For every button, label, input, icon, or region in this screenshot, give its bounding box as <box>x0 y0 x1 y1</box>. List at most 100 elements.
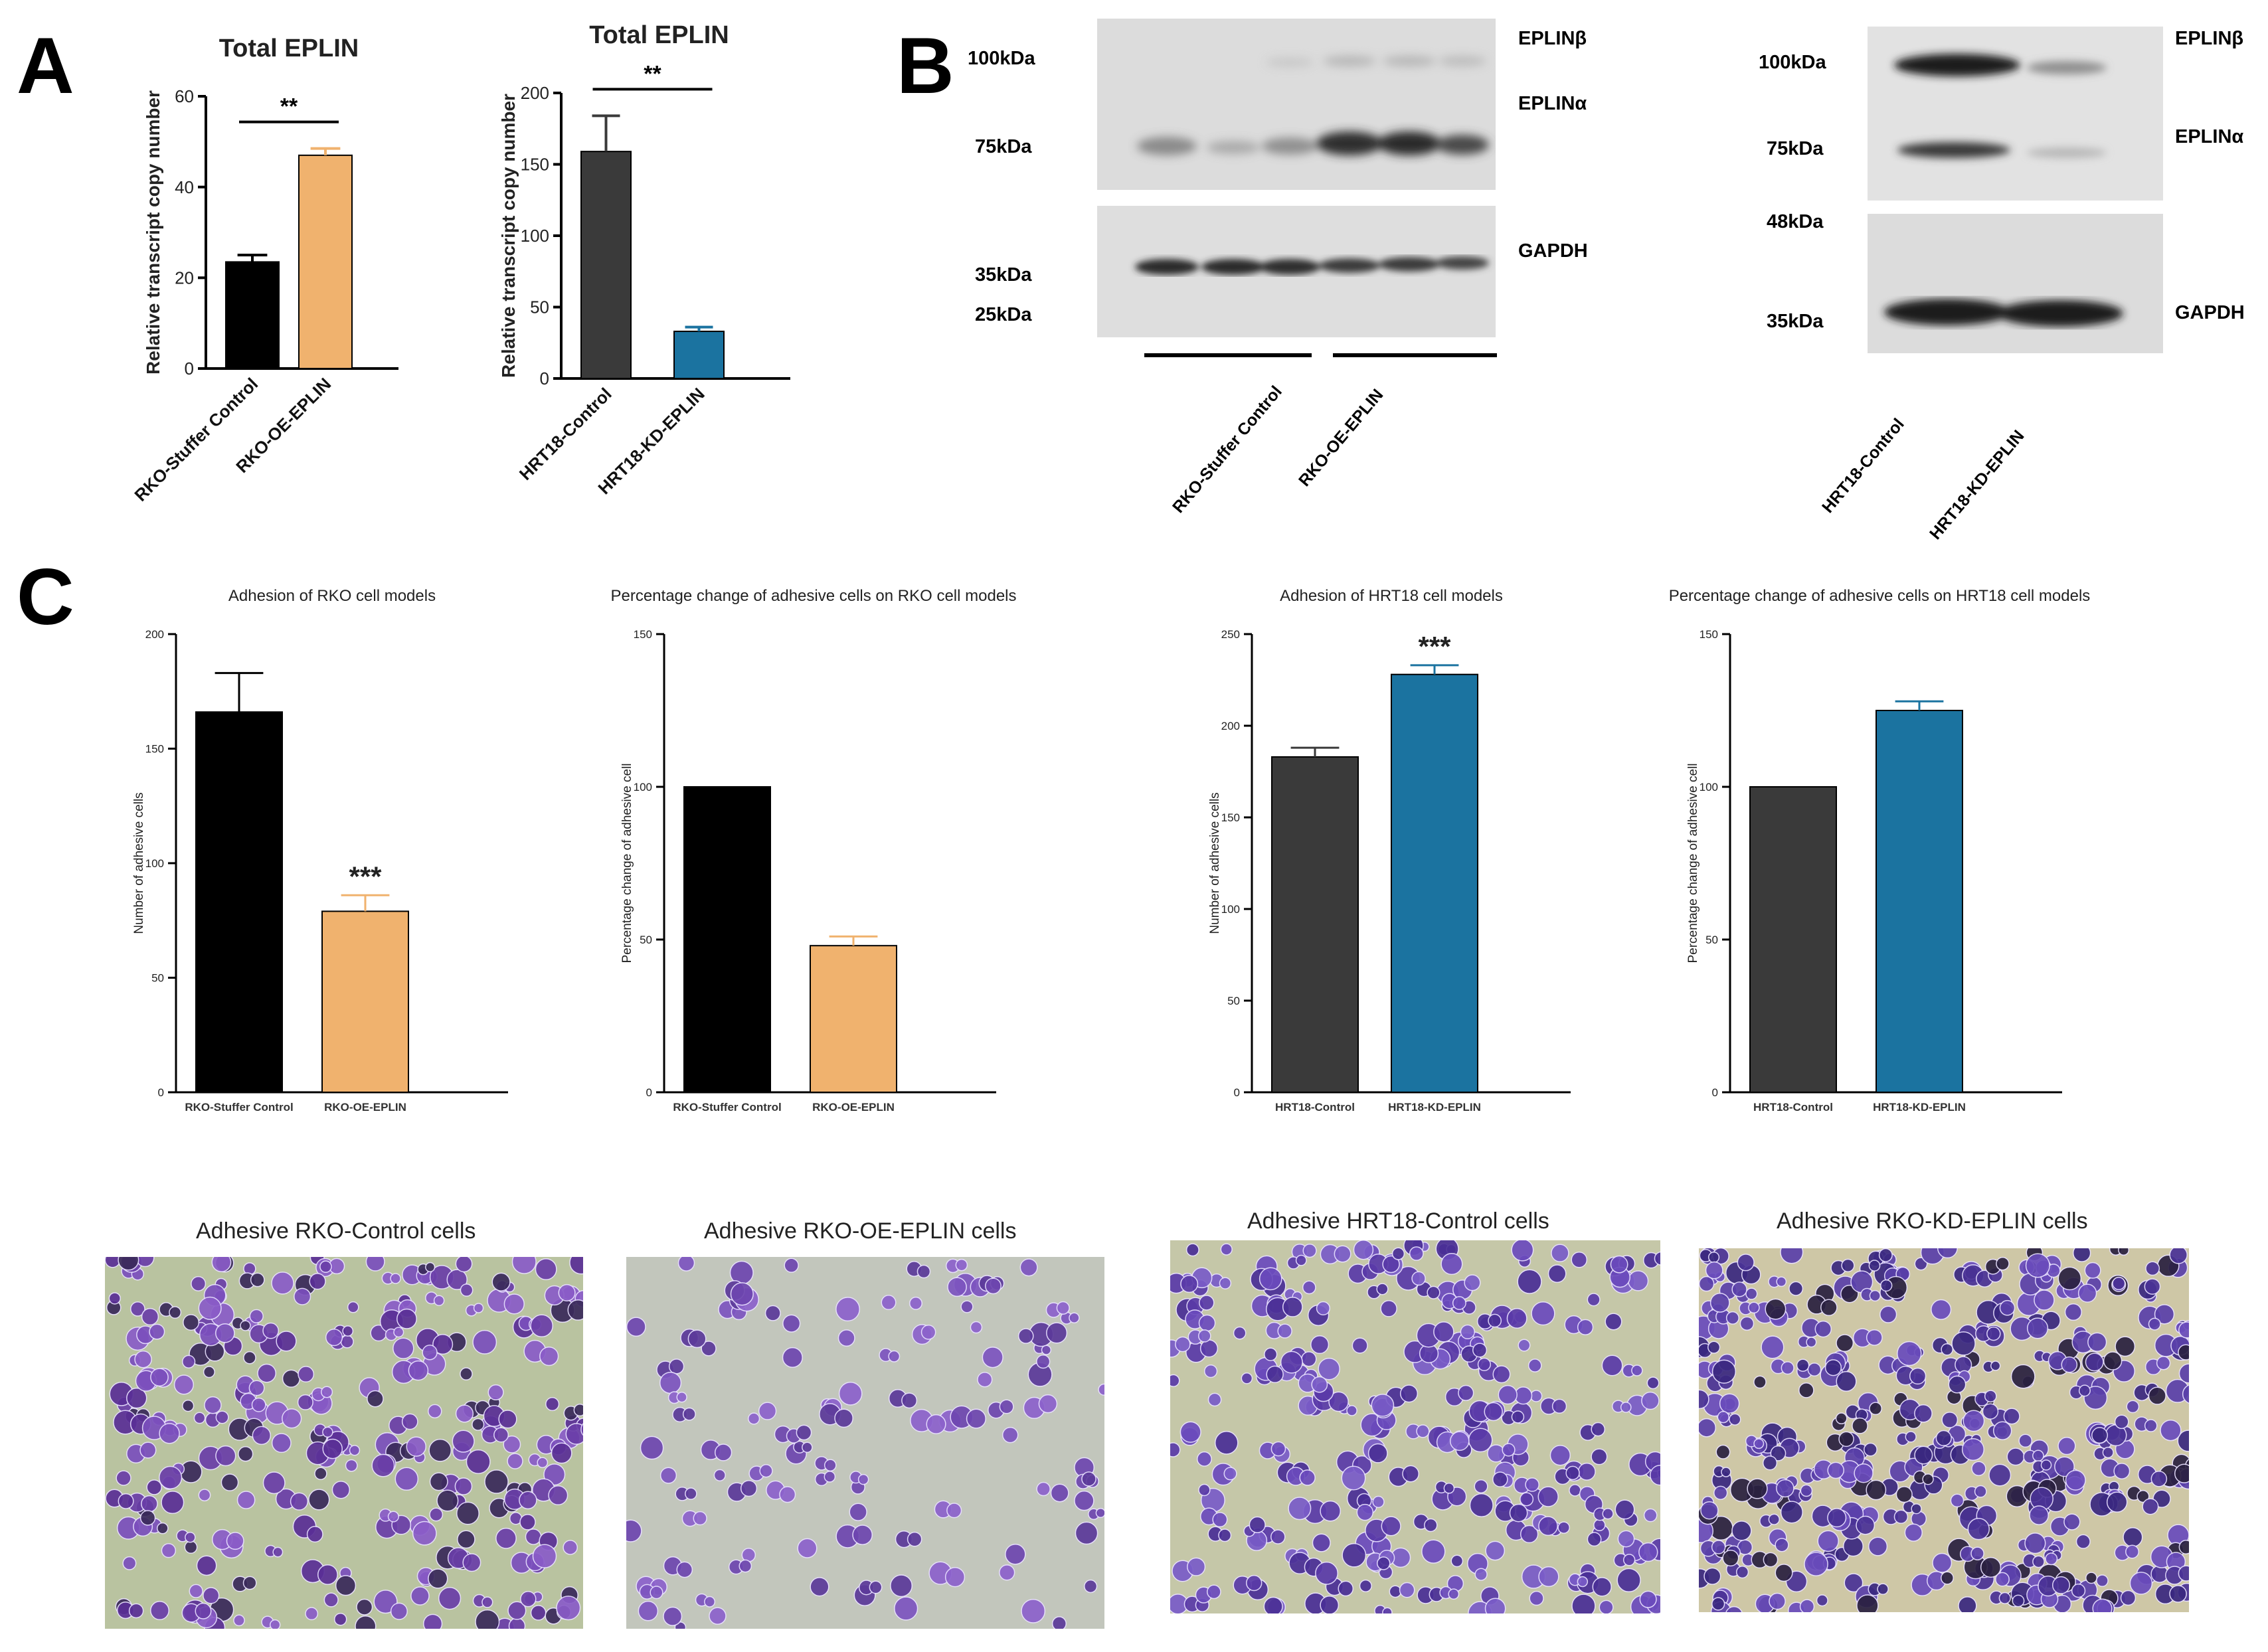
cell <box>1905 1431 1917 1443</box>
wb-rko-band-gapdh: GAPDH <box>1518 240 1588 262</box>
cell <box>730 1282 754 1306</box>
cell <box>835 1297 861 1322</box>
cell <box>1841 1258 1855 1273</box>
cell <box>322 1438 343 1459</box>
cell <box>1464 1274 1481 1291</box>
cell <box>1798 1382 1814 1398</box>
cell <box>2072 1248 2091 1262</box>
cell <box>2125 1544 2140 1559</box>
cell <box>282 1408 302 1429</box>
y-tick-label: 100 <box>1700 781 1718 793</box>
cell <box>1781 1361 1794 1375</box>
cell <box>1990 1361 2001 1371</box>
wb-hrt-band-beta: EPLINβ <box>2175 28 2244 49</box>
cell <box>1320 1596 1340 1613</box>
cell <box>739 1559 752 1573</box>
cell <box>857 1473 869 1485</box>
cell <box>204 1396 222 1414</box>
photo-title-hrt18-control: Adhesive HRT18-Control cells <box>1247 1208 1549 1234</box>
cell <box>1502 1443 1516 1457</box>
cell <box>1592 1577 1612 1597</box>
cell <box>1511 1240 1534 1262</box>
cell <box>1963 1410 1985 1432</box>
cell <box>1986 1326 2001 1341</box>
chart-c2-percentage-rko: Percentage change of adhesive cells on R… <box>610 587 1016 1114</box>
cell <box>1376 1283 1389 1295</box>
chart-c1-adhesion-rko: Adhesion of RKO cell models 0 50 100 150 200 N… <box>132 587 508 1114</box>
cell <box>1587 1532 1602 1547</box>
cell <box>1517 1269 1542 1294</box>
cell <box>1371 1394 1395 1417</box>
chart-title: Percentage change of adhesive cells on H… <box>1669 587 2091 605</box>
cell <box>532 1544 557 1568</box>
cell <box>454 1477 473 1495</box>
cell <box>460 1283 474 1297</box>
cell <box>1488 1313 1502 1328</box>
cell <box>1527 1359 1542 1372</box>
cell <box>1820 1299 1838 1317</box>
wb-hrt-gapdh-blot <box>1868 214 2163 353</box>
cell <box>1577 1462 1596 1481</box>
cell <box>126 1387 147 1409</box>
cell <box>1816 1594 1828 1607</box>
cell <box>1411 1271 1426 1286</box>
y-tick-label: 40 <box>175 177 194 197</box>
cell <box>1577 1319 1594 1336</box>
cell <box>849 1503 867 1521</box>
cell <box>2178 1363 2189 1384</box>
cell <box>1914 1446 1933 1465</box>
cell <box>1932 1552 1953 1573</box>
cell <box>185 1531 196 1543</box>
cell <box>947 1277 967 1297</box>
cell <box>1761 1335 1785 1359</box>
cell <box>709 1607 727 1625</box>
cell <box>122 1556 137 1570</box>
cell <box>1342 1542 1367 1568</box>
cell <box>1864 1442 1877 1457</box>
cell <box>456 1501 480 1525</box>
cell <box>1448 1588 1460 1600</box>
cell <box>2148 1386 2166 1405</box>
cell <box>2024 1532 2046 1554</box>
cell <box>2144 1419 2158 1432</box>
cell <box>1958 1596 1977 1612</box>
cell <box>462 1553 481 1572</box>
cell <box>1868 1260 1881 1272</box>
cell <box>2169 1248 2188 1264</box>
cell <box>220 1473 239 1491</box>
wb-rko-group-line-oe <box>1333 353 1497 357</box>
cell <box>1223 1467 1237 1481</box>
cell <box>2010 1364 2036 1389</box>
cell <box>916 1264 931 1279</box>
cell <box>1737 1254 1755 1272</box>
cell <box>335 1575 357 1596</box>
cell <box>297 1394 313 1410</box>
cell <box>406 1436 426 1457</box>
cell <box>1270 1441 1286 1457</box>
cell <box>1056 1301 1070 1315</box>
micrograph-cells <box>1699 1248 2189 1612</box>
cell <box>810 1577 829 1597</box>
cell <box>1937 1248 1959 1259</box>
cell <box>1577 1576 1589 1588</box>
cell <box>668 1359 685 1374</box>
cell <box>282 1369 301 1388</box>
cell <box>1770 1445 1787 1461</box>
cell <box>1218 1528 1232 1542</box>
cell <box>1302 1280 1316 1295</box>
cell <box>2029 1505 2050 1525</box>
significance-stars-2: *** <box>1418 631 1451 662</box>
y-tick-label: 100 <box>1221 903 1240 916</box>
cell <box>1311 1376 1328 1393</box>
bar-2 <box>673 331 725 379</box>
cell <box>901 1392 918 1409</box>
cell <box>2103 1351 2123 1370</box>
cell <box>159 1423 180 1444</box>
cell <box>2102 1446 2114 1459</box>
cell <box>1492 1471 1508 1487</box>
chart-title: Total EPLIN <box>589 21 729 49</box>
cell <box>498 1410 517 1429</box>
photo-title-rko-kd: Adhesive RKO-KD-EPLIN cells <box>1777 1208 2088 1234</box>
chart-title: Adhesion of RKO cell models <box>228 587 436 605</box>
cell <box>1974 1485 1987 1498</box>
